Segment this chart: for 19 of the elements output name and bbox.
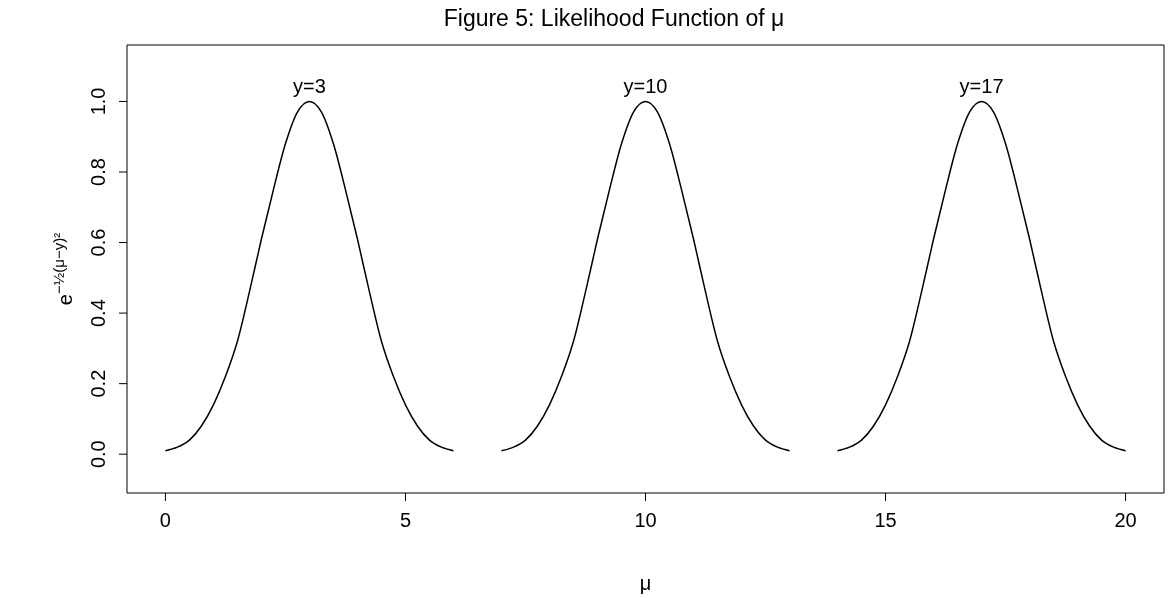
x-tick-label: 20 — [1114, 509, 1137, 532]
x-tick-label: 0 — [159, 509, 171, 532]
x-axis-title: μ — [639, 572, 652, 594]
line-series — [500, 100, 791, 452]
y-tick-label: 0.2 — [87, 369, 109, 398]
x-tick-label: 10 — [634, 509, 657, 532]
line-series — [836, 100, 1127, 452]
y-tick-label: 0.4 — [87, 299, 109, 327]
y-tick-label: 0.6 — [87, 228, 109, 257]
line-series — [164, 100, 455, 452]
annotation: y=17 — [959, 75, 1004, 98]
y-tick-label: 0.8 — [87, 158, 109, 186]
annotation: y=10 — [623, 75, 668, 98]
x-tick-label: 15 — [874, 509, 897, 532]
x-tick-label: 5 — [399, 509, 412, 532]
y-tick-label: 0.0 — [87, 440, 109, 469]
annotation: y=3 — [293, 75, 326, 98]
y-tick-label: 1.0 — [87, 87, 109, 116]
chart-title: Figure 5: Likelihood Function of μ — [443, 5, 785, 31]
